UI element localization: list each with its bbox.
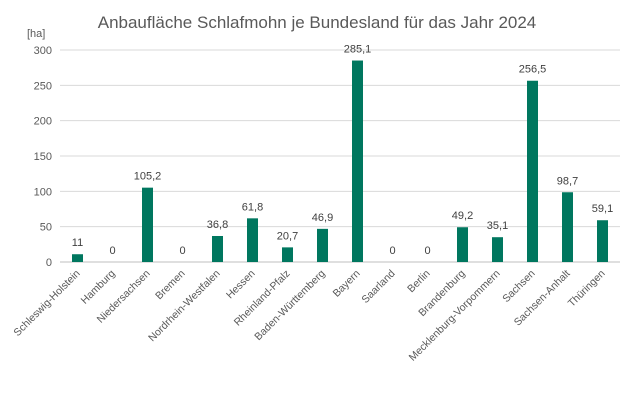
data-label: 36,8 xyxy=(207,219,228,231)
bar xyxy=(492,237,503,262)
chart-title: Anbaufläche Schlafmohn je Bundesland für… xyxy=(98,13,537,32)
bar xyxy=(457,227,468,262)
bar xyxy=(247,218,258,262)
category-label: Thüringen xyxy=(566,268,608,310)
data-label: 11 xyxy=(72,237,83,249)
data-label: 46,9 xyxy=(312,212,333,224)
data-label: 0 xyxy=(389,245,395,257)
data-label: 59,1 xyxy=(592,203,613,215)
category-label: Bayern xyxy=(331,268,363,300)
category-label: Hessen xyxy=(224,268,258,302)
y-tick-label: 50 xyxy=(40,222,52,234)
data-label: 61,8 xyxy=(242,201,263,213)
category-label: Baden-Württemberg xyxy=(252,268,327,343)
category-label: Saarland xyxy=(359,268,397,306)
bar xyxy=(352,60,363,263)
y-tick-label: 200 xyxy=(34,116,52,128)
gridlines xyxy=(60,49,620,263)
bar xyxy=(317,228,328,262)
bar xyxy=(212,235,223,262)
category-label: Berlin xyxy=(405,268,433,296)
data-label: 98,7 xyxy=(557,175,578,187)
data-labels: 11 0 105,2 0 36,8 61,8 20,7 46,9 285,1 0 0 49,2 35,1… xyxy=(72,44,613,257)
y-tick-label: 300 xyxy=(34,45,52,57)
bar xyxy=(527,80,538,263)
data-label: 0 xyxy=(109,245,115,257)
data-label: 105,2 xyxy=(134,171,162,183)
y-tick-label: 150 xyxy=(34,151,52,163)
data-label: 20,7 xyxy=(277,230,298,242)
data-label: 49,2 xyxy=(452,210,473,222)
bars xyxy=(72,60,608,263)
data-label: 0 xyxy=(179,245,185,257)
category-label: Bremen xyxy=(153,268,188,303)
data-label: 0 xyxy=(424,245,430,257)
bar xyxy=(597,220,608,262)
y-tick-label: 250 xyxy=(34,80,52,92)
y-tick-label: 100 xyxy=(34,186,52,198)
bar xyxy=(72,254,83,262)
data-label: 256,5 xyxy=(519,64,547,76)
bar xyxy=(282,247,293,262)
y-axis-label: [ha] xyxy=(27,28,45,40)
bar xyxy=(562,192,573,262)
bar xyxy=(142,187,153,262)
y-tick-label: 0 xyxy=(46,257,52,269)
data-label: 35,1 xyxy=(487,220,508,232)
data-label: 285,1 xyxy=(344,44,372,56)
category-label: Schleswig-Holstein xyxy=(11,268,82,339)
y-tick-labels: 0 50 100 150 200 250 300 xyxy=(34,45,52,269)
